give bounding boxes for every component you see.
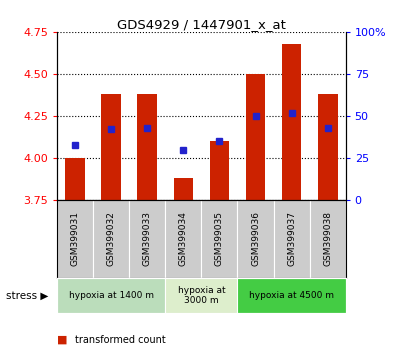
Bar — [130, 200, 166, 278]
Text: hypoxia at 4500 m: hypoxia at 4500 m — [249, 291, 334, 300]
Bar — [237, 278, 346, 313]
Bar — [166, 200, 201, 278]
Bar — [210, 141, 229, 200]
Text: GSM399032: GSM399032 — [107, 211, 116, 267]
Bar — [166, 278, 237, 313]
Text: GSM399038: GSM399038 — [323, 211, 332, 267]
Text: GSM399036: GSM399036 — [251, 211, 260, 267]
Bar — [66, 158, 85, 200]
Text: stress ▶: stress ▶ — [6, 291, 48, 301]
Bar — [57, 278, 166, 313]
Text: transformed count: transformed count — [75, 335, 166, 345]
Bar — [201, 200, 237, 278]
Bar — [274, 200, 310, 278]
Bar — [137, 94, 157, 200]
Title: GDS4929 / 1447901_x_at: GDS4929 / 1447901_x_at — [117, 18, 286, 31]
Bar — [57, 200, 93, 278]
Bar — [310, 200, 346, 278]
Text: ■: ■ — [57, 335, 68, 345]
Text: GSM399035: GSM399035 — [215, 211, 224, 267]
Bar — [173, 178, 193, 200]
Bar — [93, 200, 130, 278]
Text: hypoxia at 1400 m: hypoxia at 1400 m — [69, 291, 154, 300]
Bar — [237, 200, 274, 278]
Bar — [282, 44, 301, 200]
Text: GSM399033: GSM399033 — [143, 211, 152, 267]
Text: GSM399034: GSM399034 — [179, 211, 188, 267]
Bar — [318, 94, 337, 200]
Text: GSM399037: GSM399037 — [287, 211, 296, 267]
Bar — [102, 94, 121, 200]
Bar — [246, 74, 265, 200]
Text: GSM399031: GSM399031 — [71, 211, 80, 267]
Text: hypoxia at
3000 m: hypoxia at 3000 m — [178, 286, 225, 305]
